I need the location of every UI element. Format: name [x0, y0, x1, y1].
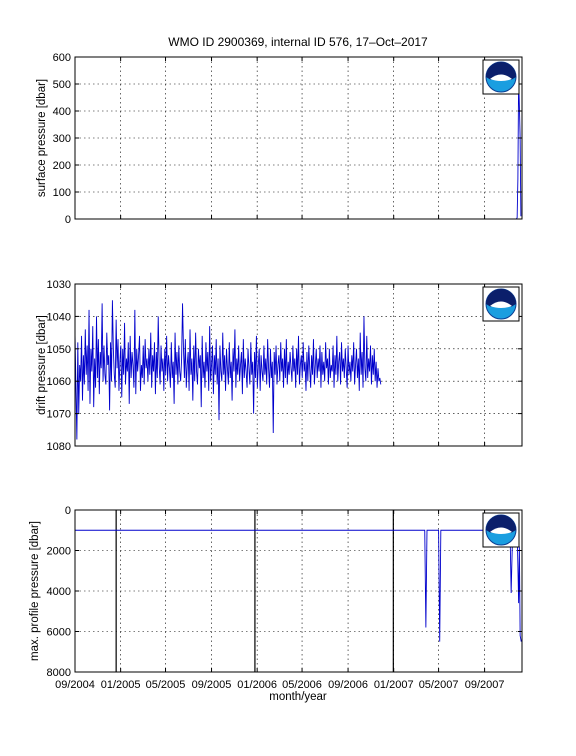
y-tick-label: 1060 [47, 376, 71, 388]
axes-frame [74, 509, 523, 673]
series-line [75, 529, 522, 642]
y-tick-label: 1040 [47, 311, 71, 323]
y-tick-label: 4000 [47, 586, 71, 598]
x-tick-label: 01/2005 [101, 679, 141, 691]
x-tick-label: 05/2006 [282, 679, 322, 691]
x-tick-label: 05/2007 [419, 679, 459, 691]
chart-panel-2: 1030 1040 1050 1060 1070 1080 drift pressure [… [36, 279, 523, 453]
y-tick-label: 300 [53, 133, 71, 145]
x-axis-label: month/year [269, 691, 327, 703]
y-tick-label: 400 [53, 106, 71, 118]
chart-panel-1: 0 100 200 300 400 500 600 surface pressure [dba… [36, 52, 523, 226]
y-tick-label: 1070 [47, 409, 71, 421]
y-axis-label: surface pressure [dbar] [36, 79, 48, 197]
noaa-logo-icon [482, 512, 520, 548]
y-axis-label: max. profile pressure [dbar] [29, 521, 41, 661]
series-line [74, 300, 382, 440]
axes-frame [74, 56, 523, 220]
y-tick-label: 0 [65, 505, 71, 517]
page-title: WMO ID 2900369, internal ID 576, 17–Oct–… [168, 35, 428, 49]
x-tick-label: 01/2006 [237, 679, 277, 691]
noaa-logo-icon [482, 59, 520, 95]
x-tick-label: 09/2007 [465, 679, 505, 691]
x-tick-label: 05/2005 [146, 679, 186, 691]
series-line [75, 75, 522, 220]
x-tick-label: 01/2007 [374, 679, 414, 691]
y-axis-label: drift pressure [dbar] [36, 315, 48, 415]
y-tick-label: 6000 [47, 627, 71, 639]
noaa-logo-icon [482, 286, 520, 322]
axes-frame [74, 283, 523, 447]
y-tick-label: 200 [53, 160, 71, 172]
y-tick-label: 8000 [47, 667, 71, 679]
x-tick-label: 09/2005 [192, 679, 232, 691]
y-tick-label: 2000 [47, 546, 71, 558]
y-tick-label: 1080 [47, 441, 71, 453]
y-tick-label: 1030 [47, 279, 71, 291]
y-tick-label: 0 [65, 214, 71, 226]
y-tick-label: 600 [53, 52, 71, 64]
y-tick-label: 500 [53, 79, 71, 91]
y-tick-label: 1050 [47, 344, 71, 356]
y-tick-label: 100 [53, 187, 71, 199]
x-tick-label: 09/2004 [55, 679, 95, 691]
x-tick-label: 09/2006 [328, 679, 368, 691]
chart-panel-3: 09/2004 01/2005 05/2005 09/2005 01/2006 05/20… [29, 505, 523, 691]
